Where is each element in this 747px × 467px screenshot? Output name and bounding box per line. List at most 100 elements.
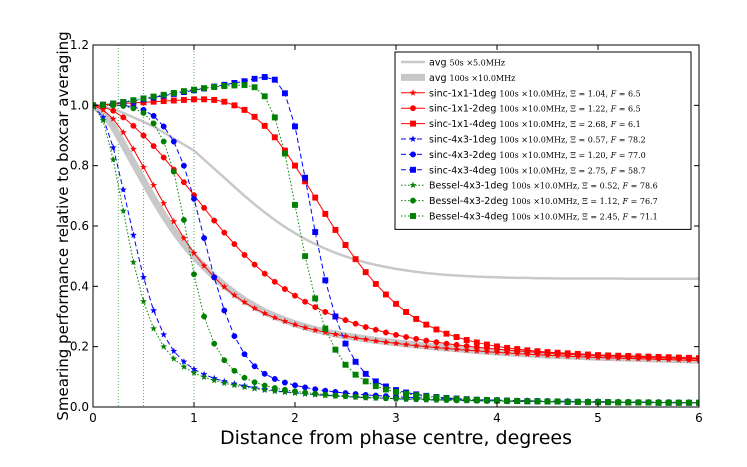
data-point <box>433 394 440 401</box>
data-point <box>110 107 117 114</box>
data-point <box>332 346 339 353</box>
data-point <box>615 352 622 359</box>
data-point <box>302 389 309 396</box>
data-point <box>403 334 410 340</box>
data-point <box>231 241 238 248</box>
data-point <box>292 292 298 299</box>
data-point <box>534 348 541 355</box>
data-point <box>230 381 238 389</box>
series-line <box>93 104 699 281</box>
legend-entry: sinc-1x1-2deg 100s ×10.0MHz, Ξ = 1.22, F… <box>401 104 641 115</box>
data-point <box>410 166 416 173</box>
data-point <box>191 96 197 103</box>
data-point <box>382 329 389 336</box>
y-axis-label: Smearing performance relative to boxcar … <box>54 31 72 420</box>
data-point <box>331 330 339 338</box>
data-point <box>504 397 511 404</box>
data-point <box>180 217 187 223</box>
data-point <box>231 82 238 89</box>
data-point <box>170 138 177 145</box>
data-point <box>160 98 167 105</box>
data-point <box>483 348 491 355</box>
data-point <box>544 398 551 405</box>
data-point <box>574 398 581 405</box>
data-point <box>514 346 521 353</box>
data-point <box>251 363 258 370</box>
data-point <box>302 384 309 391</box>
data-point <box>645 353 652 360</box>
data-point <box>312 229 319 235</box>
data-point <box>312 295 319 302</box>
data-point <box>221 307 228 314</box>
data-point <box>261 309 269 317</box>
data-point <box>210 376 218 384</box>
data-point <box>665 399 672 406</box>
data-point <box>251 379 258 386</box>
data-point <box>423 337 430 344</box>
data-point <box>402 340 410 348</box>
data-point <box>352 393 359 400</box>
legend-entry: sinc-4x3-4deg 100s ×10.0MHz, Ξ = 2.75, F… <box>401 165 646 176</box>
data-point <box>100 101 107 108</box>
legend-label: sinc-4x3-1deg 100s ×10.0MHz, Ξ = 0.57, F… <box>429 135 646 146</box>
data-point <box>292 123 298 130</box>
data-point <box>130 122 137 129</box>
data-point <box>221 98 228 105</box>
data-point <box>372 394 379 401</box>
data-point <box>271 314 279 321</box>
data-point <box>292 382 298 389</box>
data-point <box>281 386 288 393</box>
legend-entry: sinc-4x3-2deg 100s ×10.0MHz, Ξ = 1.20, F… <box>401 150 646 161</box>
data-point <box>453 395 460 402</box>
data-point <box>271 375 278 382</box>
data-point <box>201 85 208 92</box>
legend-entry: avg 100s ×10.0MHz <box>401 73 515 84</box>
data-point <box>271 134 278 141</box>
data-point <box>342 332 349 340</box>
data-point <box>251 113 258 120</box>
data-point <box>322 210 329 217</box>
data-point <box>574 350 581 357</box>
data-point <box>221 229 228 236</box>
data-point <box>200 373 208 381</box>
data-point <box>221 83 228 89</box>
data-point <box>473 339 480 346</box>
data-point <box>261 370 268 377</box>
data-point <box>241 106 248 113</box>
data-point <box>99 116 107 124</box>
data-point <box>312 390 319 397</box>
data-point <box>201 204 208 211</box>
data-point <box>261 386 269 394</box>
data-point <box>534 398 541 405</box>
data-point <box>409 181 417 189</box>
data-point <box>301 323 309 331</box>
legend-entry: Bessel-4x3-4deg 100s ×10.0MHz, Ξ = 2.45,… <box>401 212 658 223</box>
data-point <box>160 123 167 130</box>
data-point <box>635 353 642 360</box>
data-point <box>423 393 430 400</box>
data-point <box>352 256 359 263</box>
data-point <box>292 201 298 208</box>
data-point <box>342 317 349 324</box>
data-point <box>180 363 188 370</box>
data-point <box>443 340 450 347</box>
data-point <box>443 330 450 337</box>
data-point <box>251 84 258 91</box>
legend-label: Bessel-4x3-4deg 100s ×10.0MHz, Ξ = 2.45,… <box>429 212 658 223</box>
data-point <box>362 324 369 331</box>
data-point <box>119 128 127 136</box>
data-point <box>312 304 319 311</box>
data-point <box>220 379 228 387</box>
data-point <box>251 261 258 268</box>
data-point <box>201 96 208 103</box>
data-point <box>403 309 410 315</box>
data-point <box>332 392 339 399</box>
data-point <box>409 89 417 96</box>
data-point <box>160 342 168 350</box>
data-point <box>302 174 309 181</box>
data-point <box>615 399 622 406</box>
x-tick-label: 5 <box>594 411 602 425</box>
legend-label: avg 100s ×10.0MHz <box>429 73 515 84</box>
data-point <box>160 154 167 161</box>
data-point <box>403 395 410 402</box>
